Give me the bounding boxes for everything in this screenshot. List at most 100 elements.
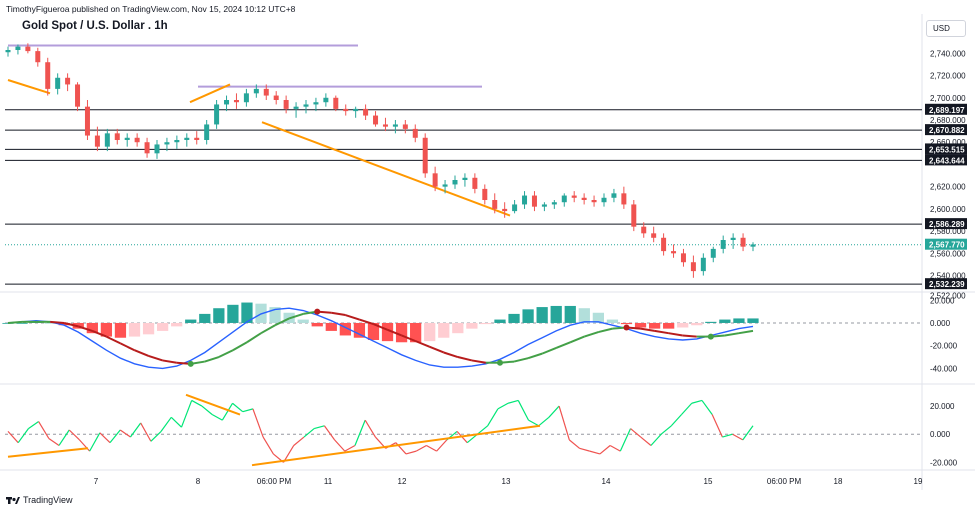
- symbol-title[interactable]: Gold Spot / U.S. Dollar . 1h: [22, 20, 168, 32]
- signal-line-segment: [134, 349, 149, 357]
- level-tag: [925, 143, 967, 155]
- osc-tick-label: 20.000: [930, 402, 955, 411]
- osc-line-segment: [344, 444, 356, 452]
- candle-body: [184, 137, 190, 140]
- time-tick-label: 06:00 PM: [767, 477, 802, 486]
- macd-histogram-bar: [508, 313, 520, 323]
- candle-body: [631, 204, 637, 227]
- osc-line-segment: [630, 428, 642, 438]
- macd-histogram-bar: [339, 322, 351, 336]
- candle-body: [661, 237, 667, 252]
- macd-histogram-bar: [578, 308, 590, 323]
- signal-line-segment: [7, 320, 23, 324]
- trend-line: [189, 83, 231, 104]
- signal-line-segment: [640, 327, 655, 332]
- osc-line-segment: [252, 408, 264, 438]
- osc-tick-label: 0.000: [930, 430, 951, 439]
- osc-line-segment: [262, 436, 274, 455]
- osc-line-segment: [48, 437, 60, 446]
- macd-histogram-bar: [2, 322, 14, 324]
- candle-body: [671, 251, 677, 254]
- macd-histogram-bar: [747, 318, 759, 323]
- signal-line-segment: [50, 320, 65, 324]
- osc-line-segment: [170, 416, 182, 428]
- price-tick-label: 2,660.000: [930, 138, 966, 147]
- osc-line-segment: [609, 444, 621, 452]
- candle-body: [104, 133, 110, 147]
- osc-line-segment: [558, 405, 570, 441]
- macd-histogram-bar: [606, 319, 619, 323]
- macd-histogram-bar: [325, 322, 337, 331]
- macd-histogram-bar: [199, 313, 211, 323]
- candle-body: [462, 177, 468, 180]
- candle-body: [65, 77, 71, 85]
- time-tick-label: 15: [704, 477, 713, 486]
- time-tick-label: 7: [94, 477, 99, 486]
- osc-line-segment: [619, 428, 632, 452]
- osc-line-segment: [599, 445, 611, 455]
- macd-histogram-bar: [86, 322, 98, 334]
- osc-line-segment: [180, 400, 193, 428]
- macd-histogram-bar: [452, 322, 464, 334]
- brand[interactable]: TradingView: [6, 495, 73, 505]
- candle-body: [243, 93, 249, 103]
- candle-body: [333, 97, 339, 109]
- osc-line-segment: [507, 399, 519, 404]
- signal-line-segment: [457, 356, 473, 362]
- signal-line-segment: [738, 329, 754, 335]
- osc-line-segment: [487, 408, 499, 427]
- candle-body: [263, 88, 269, 96]
- signal-line-segment: [682, 334, 697, 338]
- candle-body: [432, 173, 438, 187]
- level-tag-label: 2,643.644: [929, 156, 965, 165]
- osc-line-segment: [150, 430, 162, 442]
- candle-body: [323, 97, 329, 103]
- signal-line-segment: [204, 356, 220, 363]
- signal-line-segment: [232, 341, 248, 352]
- candle-body: [651, 233, 657, 238]
- osc-line-segment: [293, 436, 305, 446]
- signal-line-segment: [527, 352, 543, 360]
- macd-histogram-bar: [114, 322, 127, 338]
- candle-body: [452, 180, 458, 185]
- level-tag-label: 2,689.197: [929, 106, 965, 115]
- macd-histogram-bar: [733, 318, 745, 323]
- macd-histogram-bar: [395, 322, 408, 343]
- crossover-dot: [707, 333, 714, 340]
- signal-line-segment: [331, 311, 346, 317]
- osc-line-segment: [38, 421, 50, 439]
- signal-line-segment: [555, 341, 571, 349]
- candle-body: [25, 46, 31, 52]
- price-tick-label: 2,680.000: [930, 116, 966, 125]
- macd-histogram-bar: [311, 322, 323, 327]
- candle-body: [472, 177, 478, 189]
- signal-line-segment: [91, 329, 107, 338]
- macd-histogram-bar: [677, 322, 689, 328]
- osc-line-segment: [640, 436, 652, 446]
- candle-body: [690, 262, 696, 272]
- candle-body: [144, 142, 150, 154]
- candle-body: [114, 133, 120, 140]
- candle-body: [720, 240, 726, 249]
- macd-histogram-bar: [438, 322, 450, 338]
- macd-histogram-bar: [381, 322, 394, 342]
- macd-line: [7, 307, 754, 370]
- macd-histogram-bar: [410, 322, 422, 343]
- macd-histogram-bar: [719, 319, 731, 323]
- macd-histogram-bar: [269, 307, 281, 323]
- osc-line-segment: [323, 425, 336, 441]
- signal-line-segment: [345, 314, 360, 321]
- macd-histogram-bar: [480, 322, 492, 325]
- signal-line-segment: [162, 359, 177, 364]
- osc-line-segment: [742, 425, 754, 441]
- osc-line-segment: [691, 399, 703, 404]
- publisher-line: TimothyFigueroa published on TradingView…: [6, 4, 296, 14]
- macd-histogram-bar: [16, 322, 28, 324]
- signal-line-segment: [260, 324, 276, 335]
- macd-histogram-bar: [171, 322, 183, 327]
- signal-line-segment: [584, 331, 599, 338]
- candle-body: [35, 51, 41, 63]
- macd-histogram-bar: [466, 322, 478, 329]
- currency-selector[interactable]: USD: [926, 20, 966, 37]
